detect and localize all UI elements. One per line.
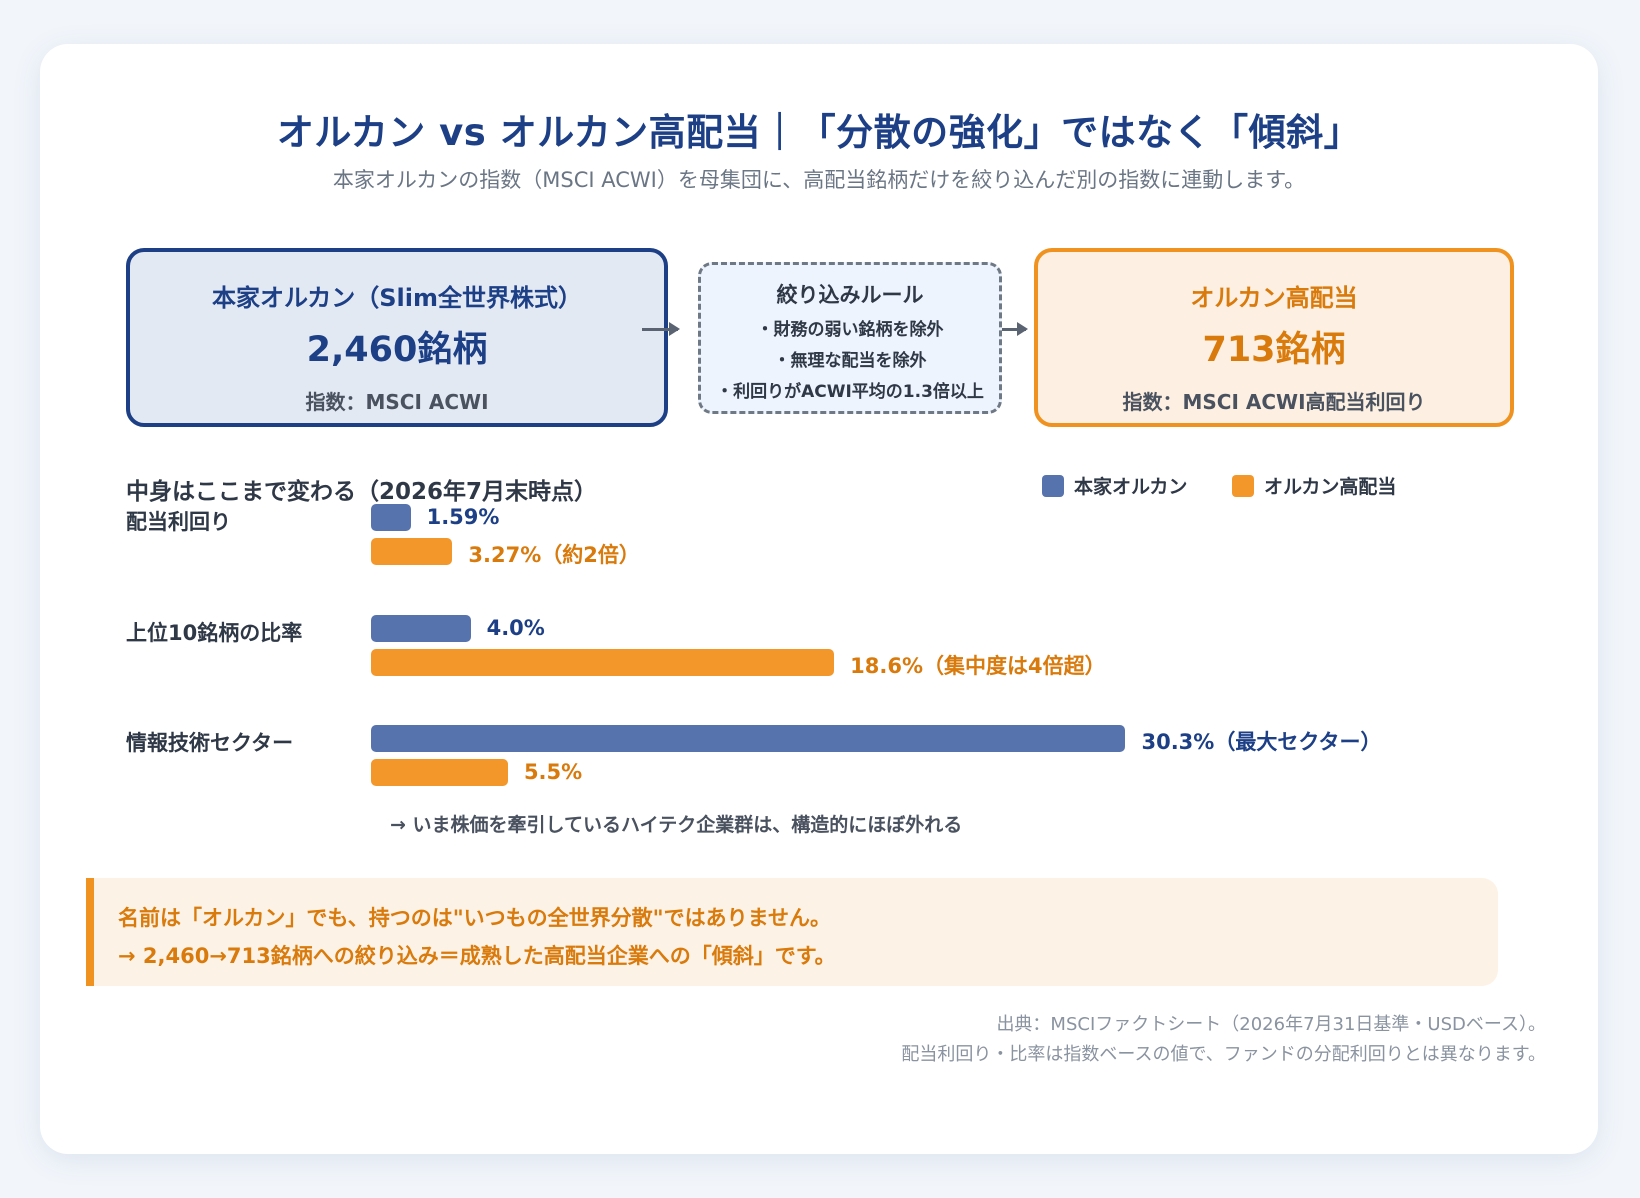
orcan-box-title: 本家オルカン（Slim全世界株式） [211, 284, 583, 312]
legend-label: オルカン高配当 [1264, 476, 1397, 498]
legend-swatch-blue [1042, 474, 1064, 497]
data-label: 1.59% [426, 505, 500, 529]
row-label: 上位10銘柄の比率 [126, 621, 303, 645]
filter-rules-box: 絞り込みルール ・財務の弱い銘柄を除外 ・無理な配当を除外 ・利回りがACWI平… [698, 262, 1002, 414]
callout-line-2: → 2,460→713銘柄への絞り込み＝成熟した高配当企業への「傾斜」です。 [118, 944, 836, 968]
high-dividend-box: オルカン高配当 713銘柄 指数：MSCI ACWI高配当利回り [1034, 248, 1514, 427]
legend-swatch-orange [1232, 474, 1254, 497]
filter-rule: ・利回りがACWI平均の1.3倍以上 [716, 382, 984, 402]
data-label: 3.27%（約2倍） [468, 543, 640, 567]
source-line-1: 出典：MSCIファクトシート（2026年7月31日基準・USDベース）。 [996, 1014, 1546, 1035]
conclusion-callout: 名前は「オルカン」でも、持つのは"いつもの全世界分散"ではありません。 → 2,… [86, 878, 1498, 986]
bar-orange [371, 759, 508, 786]
high-dividend-box-count: 713銘柄 [1202, 330, 1346, 370]
data-label: 4.0% [486, 616, 545, 640]
infographic-card: オルカン vs オルカン高配当｜「分散の強化」ではなく「傾斜」 本家オルカンの指… [40, 44, 1598, 1154]
legend-item-high-dividend: オルカン高配当 [1232, 472, 1396, 499]
filter-rule: ・財務の弱い銘柄を除外 [756, 320, 944, 340]
legend-item-orcan: 本家オルカン [1042, 472, 1187, 499]
bar-orange [371, 649, 835, 676]
high-dividend-box-index: 指数：MSCI ACWI高配当利回り [1122, 390, 1426, 414]
legend-label: 本家オルカン [1074, 476, 1188, 498]
row-label: 配当利回り [126, 510, 231, 534]
filter-rule: ・無理な配当を除外 [773, 351, 927, 371]
page-title: オルカン vs オルカン高配当｜「分散の強化」ではなく「傾斜」 [276, 111, 1362, 154]
orcan-box-count: 2,460銘柄 [306, 330, 488, 370]
bar-blue [371, 504, 411, 531]
chart-note: → いま株価を牽引しているハイテク企業群は、構造的にほぼ外れる [390, 814, 963, 836]
chart-title: 中身はここまで変わる（2026年7月末時点） [126, 479, 598, 505]
data-label: 30.3%（最大セクター） [1141, 730, 1382, 754]
high-dividend-box-title: オルカン高配当 [1190, 284, 1358, 312]
orcan-box-index: 指数：MSCI ACWI [305, 390, 489, 414]
page-subtitle: 本家オルカンの指数（MSCI ACWI）を母集団に、高配当銘柄だけを絞り込んだ別… [332, 168, 1306, 192]
data-label: 18.6%（集中度は4倍超） [850, 654, 1106, 678]
data-label: 5.5% [523, 760, 583, 784]
bar-blue [371, 615, 471, 642]
source-line-2: 配当利回り・比率は指数ベースの値で、ファンドの分配利回りとは異なります。 [901, 1044, 1546, 1065]
filter-rules-title: 絞り込みルール [776, 283, 924, 307]
bar-blue [371, 725, 1126, 752]
bar-orange [371, 538, 453, 565]
orcan-box: 本家オルカン（Slim全世界株式） 2,460銘柄 指数：MSCI ACWI [126, 248, 668, 427]
arrow-right-icon [642, 322, 680, 336]
arrow-right-icon [1002, 322, 1028, 336]
callout-line-1: 名前は「オルカン」でも、持つのは"いつもの全世界分散"ではありません。 [118, 906, 831, 930]
row-label: 情報技術セクター [126, 731, 294, 755]
